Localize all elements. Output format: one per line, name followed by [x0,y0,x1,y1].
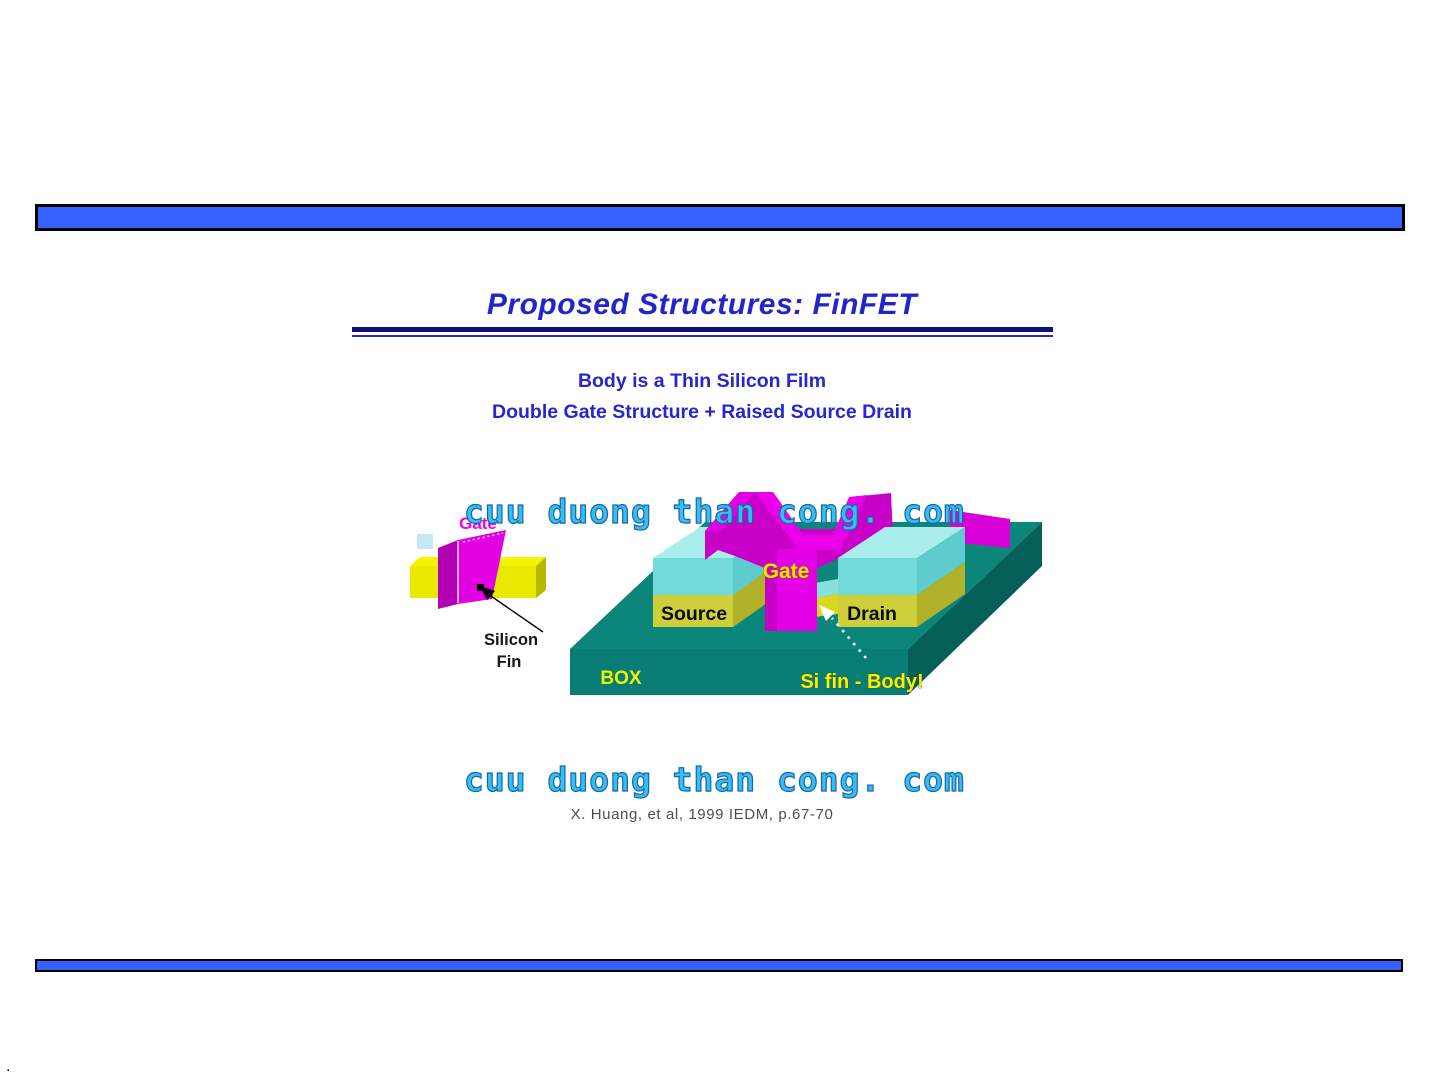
gate-structure [705,492,1010,631]
subtitle-line-2: Double Gate Structure + Raised Source Dr… [492,401,912,423]
drain-label: Drain [847,603,897,625]
footnote-dot: . [6,1058,11,1075]
page-title: Proposed Structures: FinFET [486,288,918,321]
watermark-text-lower: cuu duong than cong. com [463,759,965,799]
finfet-illustration: Gate Source Drain BOX Si fin - Body! Gat… [410,492,1042,695]
title-underline-thick [352,327,1053,332]
si-fin-body-label: Si fin - Body! [800,671,923,693]
top-divider-bar [35,204,1405,231]
drain-block [838,527,965,627]
silicon-fin-label-line2: Fin [497,653,522,671]
box-label: BOX [600,668,642,689]
bottom-divider-bar [35,959,1403,972]
citation-text: X. Huang, et al, 1999 IEDM, p.67-70 [570,806,834,823]
gate-label: Gate [763,560,810,583]
subtitle-line-1: Body is a Thin Silicon Film [577,370,827,392]
source-label: Source [661,603,727,625]
title-underline-thin [352,335,1053,337]
fin-schematic [410,530,546,633]
silicon-fin-label-line1: Silicon [484,631,538,649]
fin-pointer-arrow [819,605,867,659]
watermark-text-upper: cuu duong than cong. com [463,491,965,531]
small-gate-label: Gate [459,514,497,533]
